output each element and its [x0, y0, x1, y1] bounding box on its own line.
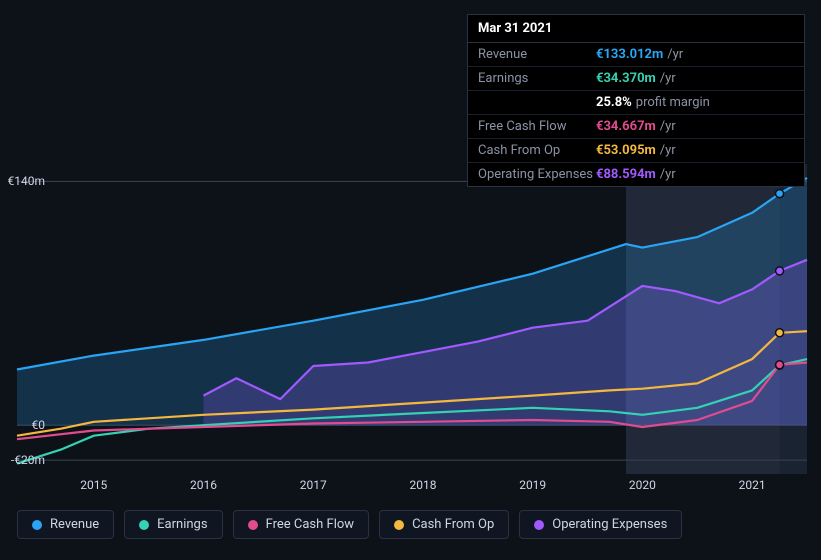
- legend-dot-icon: [534, 520, 544, 530]
- legend-item-fcf[interactable]: Free Cash Flow: [233, 510, 369, 539]
- tooltip-unit: /yr: [660, 119, 676, 134]
- tooltip-label: Earnings: [478, 71, 596, 86]
- tooltip-row-earnings: Earnings€34.370m/yr: [468, 67, 804, 91]
- legend-dot-icon: [248, 520, 258, 530]
- tooltip-label: Free Cash Flow: [478, 119, 596, 134]
- tooltip-unit: /yr: [660, 167, 676, 182]
- legend-item-revenue[interactable]: Revenue: [17, 510, 114, 539]
- tooltip-unit: /yr: [667, 47, 683, 62]
- tooltip-subrow-earnings: 25.8% profit margin: [468, 91, 804, 115]
- tooltip-value: €133.012m: [596, 47, 663, 62]
- tooltip-unit: /yr: [660, 143, 676, 158]
- x-tick-label: 2017: [300, 478, 327, 492]
- y-tick-label: €140m: [0, 174, 45, 188]
- legend-dot-icon: [139, 520, 149, 530]
- x-tick-label: 2019: [519, 478, 546, 492]
- hover-marker-opex: [776, 267, 784, 275]
- x-tick-label: 2016: [190, 478, 217, 492]
- tooltip-label: Cash From Op: [478, 143, 596, 158]
- hover-marker-fcf: [776, 361, 784, 369]
- x-tick-label: 2021: [739, 478, 766, 492]
- chart-legend: Revenue Earnings Free Cash Flow Cash From O…: [17, 510, 682, 539]
- tooltip-value: €53.095m: [596, 143, 656, 158]
- chart-tooltip: Mar 31 2021 Revenue€133.012m/yrEarnings€…: [467, 14, 805, 187]
- tooltip-value: €34.667m: [596, 119, 656, 134]
- tooltip-subvalue: 25.8%: [596, 95, 632, 110]
- tooltip-unit: /yr: [660, 71, 676, 86]
- legend-label: Cash From Op: [412, 517, 494, 532]
- y-tick-label: €0: [0, 418, 45, 432]
- legend-label: Operating Expenses: [552, 517, 667, 532]
- tooltip-row-fcf: Free Cash Flow€34.667m/yr: [468, 115, 804, 139]
- legend-item-cfo[interactable]: Cash From Op: [379, 510, 509, 539]
- legend-label: Earnings: [157, 517, 207, 532]
- x-axis: 2015 2016 2017 2018 2019 2020 2021: [17, 478, 807, 498]
- x-tick-label: 2020: [629, 478, 656, 492]
- legend-item-opex[interactable]: Operating Expenses: [519, 510, 682, 539]
- tooltip-row-revenue: Revenue€133.012m/yr: [468, 43, 804, 67]
- financial-chart[interactable]: €140m€0-€20m: [17, 164, 807, 474]
- tooltip-row-cfo: Cash From Op€53.095m/yr: [468, 139, 804, 163]
- tooltip-date: Mar 31 2021: [468, 15, 804, 43]
- legend-item-earnings[interactable]: Earnings: [124, 510, 222, 539]
- tooltip-label: Revenue: [478, 47, 596, 62]
- legend-label: Free Cash Flow: [266, 517, 354, 532]
- x-tick-label: 2018: [409, 478, 436, 492]
- legend-dot-icon: [394, 520, 404, 530]
- tooltip-value: €88.594m: [596, 167, 656, 182]
- legend-label: Revenue: [50, 517, 99, 532]
- chart-svg: [17, 164, 807, 474]
- x-tick-label: 2015: [80, 478, 107, 492]
- tooltip-row-opex: Operating Expenses€88.594m/yr: [468, 163, 804, 186]
- tooltip-label: Operating Expenses: [478, 167, 596, 182]
- hover-marker-revenue: [776, 190, 784, 198]
- legend-dot-icon: [32, 520, 42, 530]
- tooltip-sublabel: profit margin: [636, 95, 710, 110]
- tooltip-value: €34.370m: [596, 71, 656, 86]
- y-tick-label: -€20m: [0, 453, 45, 467]
- hover-marker-cfo: [776, 329, 784, 337]
